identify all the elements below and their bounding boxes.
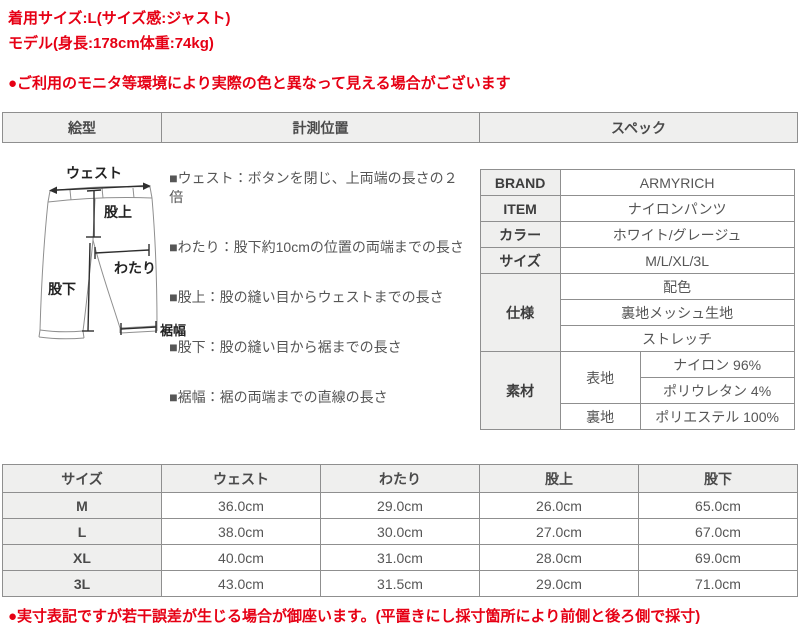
spec-value-brand: ARMYRICH [559, 169, 795, 196]
spec-label-features: 仕様 [479, 273, 561, 352]
material-outer-label: 表地 [559, 351, 641, 404]
m-thigh: 29.0cm [320, 492, 480, 519]
3l-inseam: 71.0cm [638, 570, 798, 597]
3l-waist: 43.0cm [161, 570, 321, 597]
xl-thigh: 31.0cm [320, 544, 480, 571]
header-measure-position: 計測位置 [161, 112, 480, 143]
table-row: ポリウレタン 4% [480, 377, 795, 404]
material-lining-label: 裏地 [559, 403, 641, 430]
table-row: ストレッチ [480, 325, 795, 352]
measure-note-waist: ■ウェスト：ボタンを閉じ、上両端の長さの２倍 [169, 170, 458, 205]
spec-feature-2: 裏地メッシュ生地 [559, 299, 795, 326]
waist-col-header: ウェスト [161, 464, 321, 493]
size-col-header: サイズ [2, 464, 162, 493]
table-row: 素材 表地 ナイロン 96% [479, 351, 795, 430]
diagram-label-waist: ウェスト [66, 165, 122, 181]
diagram-label-thigh: わたり [114, 260, 156, 276]
measure-notes-list: ■ウェスト：ボタンを閉じ、上両端の長さの２倍 ■わたり：股下約10cmの位置の両… [161, 155, 479, 451]
table-row: 裏地メッシュ生地 [480, 299, 795, 326]
xl-inseam: 69.0cm [638, 544, 798, 571]
spec-cell: BRAND ARMYRICH ITEM ナイロンパンツ カラー ホワイト/グレー… [479, 155, 798, 451]
pants-diagram: ウェスト 股上 わたり 股下 裾幅 [38, 165, 186, 340]
l-rise: 27.0cm [479, 518, 639, 545]
m-rise: 26.0cm [479, 492, 639, 519]
spec-label-item: ITEM [479, 195, 561, 222]
measure-note-thigh: ■わたり：股下約10cmの位置の両端までの長さ [169, 239, 464, 255]
spec-label-color: カラー [479, 221, 561, 248]
rise-col-header: 股上 [479, 464, 639, 493]
size-3l: 3L [2, 570, 162, 597]
spec-label-brand: BRAND [479, 169, 561, 196]
size-l: L [2, 518, 162, 545]
header-spec: スペック [479, 112, 798, 143]
m-inseam: 65.0cm [638, 492, 798, 519]
table-row-l: L 38.0cm 30.0cm 27.0cm 67.0cm [2, 518, 798, 545]
measure-note-rise: ■股上：股の縫い目からウェストまでの長さ [169, 289, 444, 305]
diagram-label-hem: 裾幅 [159, 323, 186, 338]
3l-rise: 29.0cm [479, 570, 639, 597]
monitor-color-note: ●ご利用のモニタ等環境により実際の色と異なって見える場合がございます [8, 75, 511, 92]
table-row: サイズ M/L/XL/3L [479, 247, 795, 274]
pants-diagram-cell: ウェスト 股上 わたり 股下 裾幅 [2, 155, 186, 451]
thigh-col-header: わたり [320, 464, 480, 493]
table-row: BRAND ARMYRICH [479, 169, 795, 196]
spec-label-size: サイズ [479, 247, 561, 274]
material-lining-value: ポリエステル 100% [639, 403, 795, 430]
content-row: ウェスト 股上 わたり 股下 裾幅 ■ウェスト：ボタンを閉じ、上両端の長さの２倍… [2, 155, 798, 451]
table-row: ITEM ナイロンパンツ [479, 195, 795, 222]
spec-feature-3: ストレッチ [559, 325, 795, 352]
measurement-disclaimer: ●実寸表記ですが若干誤差が生じる場合が御座います。(平置きにし採寸箇所により前側… [8, 608, 701, 625]
header-drawing: 絵型 [2, 112, 162, 143]
table-row-m: M 36.0cm 29.0cm 26.0cm 65.0cm [2, 492, 798, 519]
table-row: 仕様 配色 [479, 273, 795, 352]
spec-value-item: ナイロンパンツ [559, 195, 795, 222]
material-outer-2: ポリウレタン 4% [639, 377, 795, 404]
l-thigh: 30.0cm [320, 518, 480, 545]
3l-thigh: 31.5cm [320, 570, 480, 597]
size-m: M [2, 492, 162, 519]
model-info-note: モデル(身長:178cm体重:74kg) [8, 35, 214, 52]
material-outer-1: ナイロン 96% [639, 351, 795, 378]
spec-value-color: ホワイト/グレージュ [559, 221, 795, 248]
m-waist: 36.0cm [161, 492, 321, 519]
size-xl: XL [2, 544, 162, 571]
table-row-xl: XL 40.0cm 31.0cm 28.0cm 69.0cm [2, 544, 798, 571]
table-header-row: サイズ ウェスト わたり 股上 股下 [2, 464, 798, 493]
spec-feature-1: 配色 [559, 273, 795, 300]
table-row-3l: 3L 43.0cm 31.5cm 29.0cm 71.0cm [2, 570, 798, 597]
table-row: カラー ホワイト/グレージュ [479, 221, 795, 248]
measure-note-inseam: ■股下：股の縫い目から裾までの長さ [169, 339, 402, 355]
l-inseam: 67.0cm [638, 518, 798, 545]
measurement-lines [49, 182, 157, 335]
l-waist: 38.0cm [161, 518, 321, 545]
measure-note-hem: ■裾幅：裾の両端までの直線の長さ [169, 389, 388, 405]
spec-value-size: M/L/XL/3L [559, 247, 795, 274]
wearing-size-note: 着用サイズ:L(サイズ感:ジャスト) [8, 10, 231, 27]
table-row: 裏地 ポリエステル 100% [480, 403, 795, 430]
spec-table: BRAND ARMYRICH ITEM ナイロンパンツ カラー ホワイト/グレー… [479, 169, 795, 430]
diagram-label-rise: 股上 [104, 204, 132, 220]
xl-waist: 40.0cm [161, 544, 321, 571]
diagram-label-inseam: 股下 [48, 281, 76, 297]
section-header-table: 絵型 計測位置 スペック [2, 112, 798, 143]
spec-label-material: 素材 [479, 351, 561, 430]
size-table: サイズ ウェスト わたり 股上 股下 M 36.0cm 29.0cm 26.0c… [2, 464, 798, 597]
xl-rise: 28.0cm [479, 544, 639, 571]
inseam-col-header: 股下 [638, 464, 798, 493]
